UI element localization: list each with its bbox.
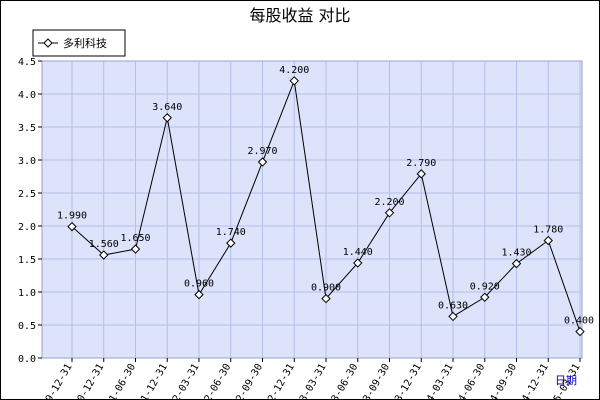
data-point-marker <box>321 293 331 304</box>
data-point-marker <box>543 235 553 246</box>
legend-diamond-icon <box>43 38 53 48</box>
data-point-marker <box>194 289 204 300</box>
data-point-marker <box>384 208 395 218</box>
y-tick-label: 4.5 <box>18 57 36 68</box>
data-label: 0.960 <box>184 279 214 290</box>
data-label: 1.740 <box>216 227 246 238</box>
data-label: 1.990 <box>57 211 87 222</box>
data-point-marker <box>448 311 458 322</box>
y-tick-label: 2.5 <box>18 189 36 200</box>
data-label: 4.200 <box>279 65 309 76</box>
plot-area <box>41 60 583 359</box>
data-point-marker <box>480 292 490 302</box>
data-label: 1.780 <box>533 225 563 236</box>
data-label: 2.970 <box>247 146 277 157</box>
chart-title: 每股收益 对比 <box>249 6 350 25</box>
data-label: 1.440 <box>343 247 373 258</box>
data-point-marker <box>575 326 585 337</box>
data-point-marker <box>511 258 522 269</box>
data-point-marker <box>99 250 109 260</box>
data-point-marker <box>226 238 236 248</box>
x-axis-label: 日期 <box>555 374 577 387</box>
legend-entry: 多利科技 <box>63 36 107 50</box>
data-point-marker <box>353 258 363 268</box>
data-label: 2.790 <box>406 158 436 169</box>
data-label: 1.560 <box>89 239 119 250</box>
y-tick-label: 3.0 <box>18 156 36 167</box>
data-point-marker <box>130 244 141 254</box>
data-label: 2.200 <box>374 197 404 208</box>
y-axis-ticks: 0.0 0.5 1.0 1.5 2.0 2.5 3.0 3.5 4.0 4.5 <box>18 57 42 365</box>
y-tick-label: 0.0 <box>18 354 36 365</box>
data-label: 3.640 <box>152 102 182 113</box>
y-tick-label: 3.5 <box>18 123 36 134</box>
data-point-marker <box>162 113 172 123</box>
y-tick-label: 1.5 <box>18 255 36 266</box>
data-label: 1.650 <box>120 233 150 244</box>
data-point-marker <box>416 169 426 179</box>
data-label: 1.430 <box>501 248 531 259</box>
data-label: 0.400 <box>564 316 594 327</box>
y-tick-label: 0.5 <box>18 321 36 332</box>
y-tick-label: 2.0 <box>18 222 36 233</box>
x-axis-ticks: 2019-12-312020-12-312021-06-302021-12-31… <box>35 358 583 400</box>
data-label: 0.630 <box>438 300 468 311</box>
data-point-marker <box>289 76 299 86</box>
data-label: 0.900 <box>311 283 341 294</box>
data-label: 0.920 <box>470 281 500 292</box>
series-line <box>67 76 585 337</box>
y-tick-label: 4.0 <box>18 90 36 101</box>
data-point-marker <box>257 157 268 167</box>
data-point-marker <box>67 221 77 232</box>
y-tick-label: 1.0 <box>18 288 36 299</box>
x-tick-label: 2019-12-31 <box>35 362 75 400</box>
legend: 多利科技 <box>32 29 126 57</box>
